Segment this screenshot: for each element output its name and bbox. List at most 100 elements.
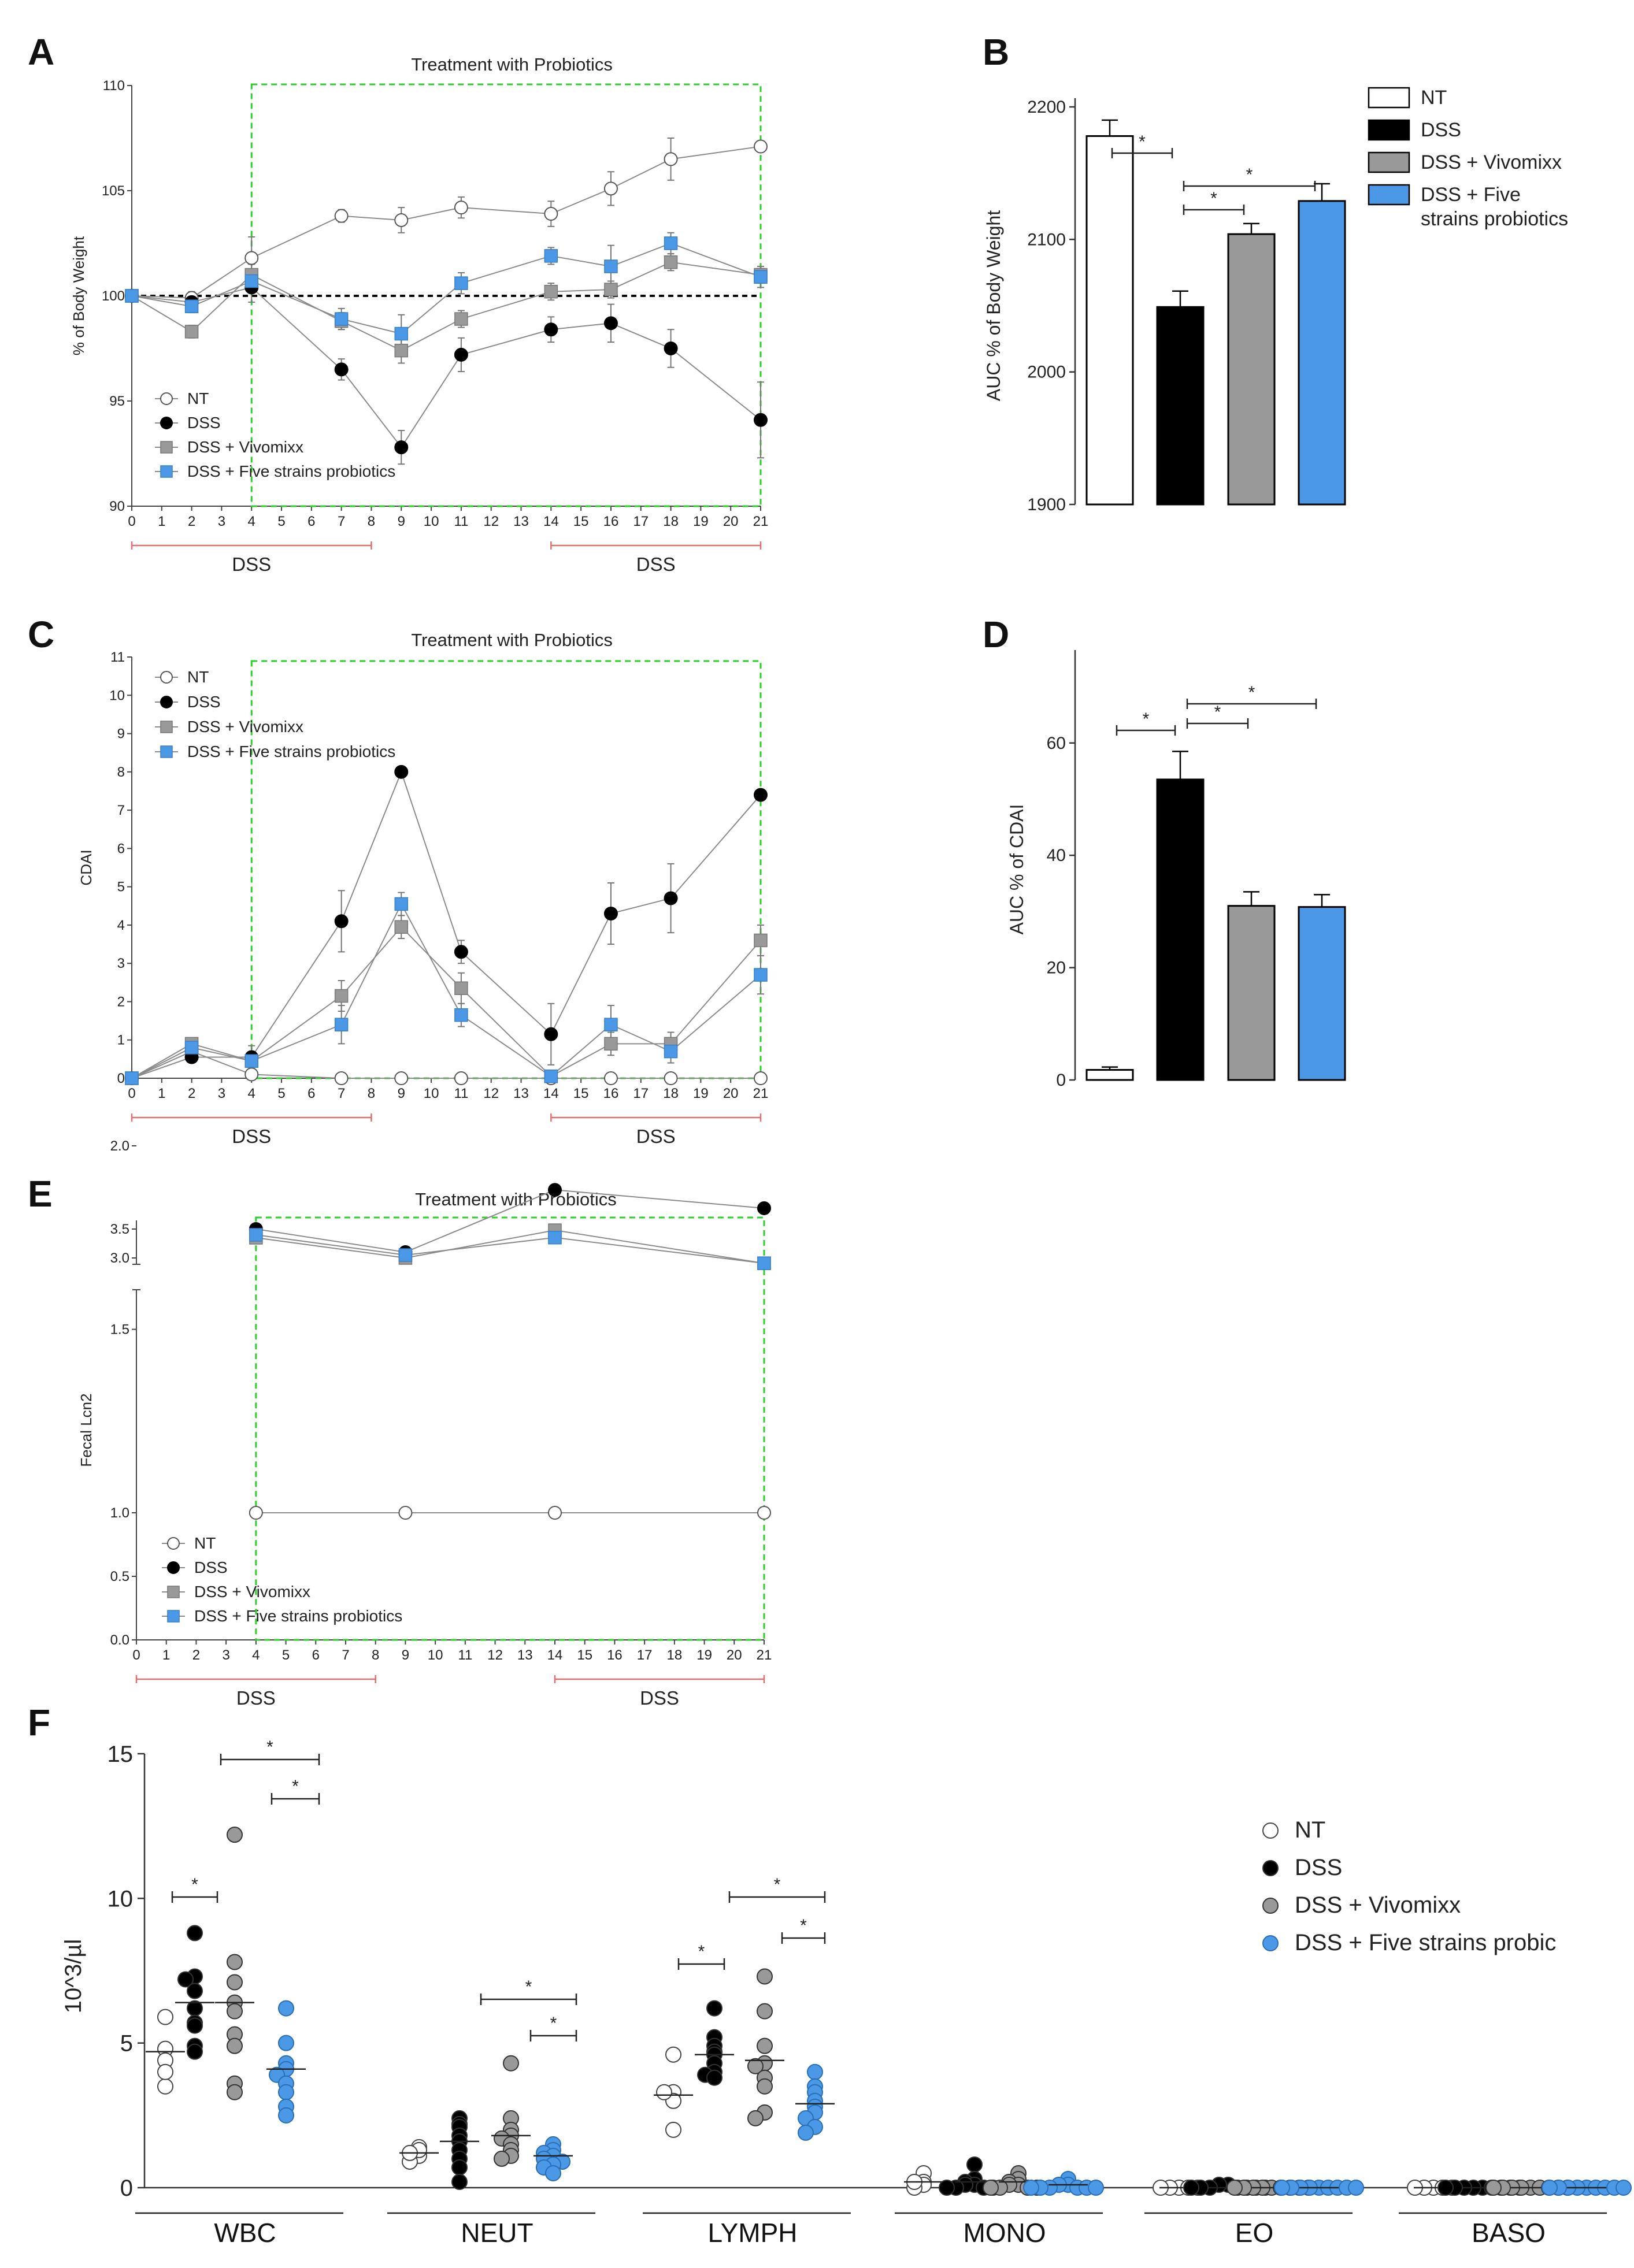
series-line	[131, 287, 761, 448]
significance-star: *	[1210, 189, 1217, 208]
series-line	[131, 146, 761, 299]
x-tick-label: 18	[663, 514, 679, 529]
data-point	[664, 236, 678, 250]
data-point	[278, 2035, 294, 2051]
data-point	[394, 213, 409, 227]
data-point	[1023, 2180, 1039, 2196]
x-tick-label: 11	[458, 1647, 472, 1663]
panel-title: Treatment with Probiotics	[411, 54, 613, 75]
data-point	[1088, 2180, 1104, 2196]
data-point	[754, 933, 768, 948]
legend-marker	[160, 696, 173, 708]
category-label: MONO	[963, 2218, 1046, 2248]
x-tick-label: 7	[338, 514, 345, 529]
x-tick-label: 20	[727, 1647, 742, 1663]
panel-label-c: C	[28, 614, 54, 655]
y-tick-label: 1	[117, 1033, 125, 1048]
data-point	[544, 284, 558, 299]
dss-period-label: DSS	[232, 554, 271, 575]
data-point	[1542, 2180, 1558, 2196]
data-point	[544, 249, 558, 263]
x-tick-label: 8	[368, 1086, 375, 1101]
y-tick-label: 100	[102, 288, 125, 304]
data-point	[249, 1228, 263, 1242]
panel-label-e: E	[28, 1173, 53, 1215]
data-point	[664, 255, 678, 269]
data-point	[757, 1968, 773, 1985]
x-tick-label: 10	[428, 1647, 443, 1663]
legend-label: DSS + Vivomixx	[1421, 151, 1562, 173]
significance-star: *	[1143, 710, 1150, 729]
y-tick-label: 40	[1047, 846, 1066, 865]
data-point	[394, 764, 409, 779]
panel-label-b: B	[983, 31, 1009, 73]
x-tick-label: 13	[513, 1086, 529, 1101]
legend-marker	[1262, 1898, 1279, 1914]
x-tick-label: 0	[128, 1086, 135, 1101]
treatment-window	[255, 1216, 765, 1641]
legend-marker	[1262, 1935, 1279, 1951]
legend-label: DSS	[1295, 1855, 1342, 1880]
data-point	[227, 1974, 243, 1991]
y-tick-label: 11	[110, 649, 125, 665]
x-tick-label: 10	[424, 514, 439, 529]
legend-label: DSS	[194, 1558, 228, 1576]
legend-label: DSS + Vivomixx	[1295, 1892, 1461, 1918]
significance-star: *	[1248, 683, 1255, 702]
data-point	[706, 2000, 722, 2017]
y-axis-label: AUC % of Body Weight	[983, 210, 1004, 401]
y-tick-label: 0.5	[110, 1569, 129, 1584]
data-point	[544, 207, 558, 221]
legend-label: DSS + Five strains probiotics	[194, 1607, 402, 1625]
data-point	[394, 440, 409, 455]
dss-period-label: DSS	[640, 1687, 679, 1709]
x-tick-label: 2	[188, 514, 195, 529]
data-point	[334, 989, 349, 1003]
y-tick-label: 60	[1047, 734, 1066, 753]
data-point	[227, 2084, 243, 2100]
panel-f: F 0 5 10 15 10^3/µl WBC NEUT LYMPH MONO EO BASO * * * *…	[28, 1702, 1632, 2248]
x-tick-label: 10	[424, 1086, 439, 1101]
x-tick-label: 0	[132, 1647, 140, 1663]
data-point	[454, 276, 468, 290]
panel-b: B 1900 2000 2100 2200 AUC % of Body Weight * * *…	[983, 31, 1568, 514]
data-point	[664, 891, 678, 905]
category-label: WBC	[214, 2218, 276, 2248]
x-tick-label: 17	[637, 1647, 653, 1663]
y-tick-label: 6	[117, 841, 125, 856]
data-point	[664, 1044, 678, 1059]
data-point	[394, 326, 409, 341]
data-point	[394, 897, 409, 911]
data-point	[603, 907, 618, 921]
data-point	[494, 2150, 510, 2167]
x-tick-label: 14	[547, 1647, 563, 1663]
x-tick-label: 15	[577, 1647, 592, 1663]
data-point	[757, 1256, 771, 1270]
data-point	[548, 1183, 562, 1197]
series-line	[131, 261, 761, 351]
legend-swatch	[1368, 184, 1410, 206]
data-point	[334, 1071, 349, 1085]
y-tick-label: 90	[109, 499, 125, 514]
x-tick-label: 6	[307, 1086, 315, 1101]
x-tick-label: 19	[693, 1086, 709, 1101]
data-point	[187, 2017, 203, 2034]
legend-label: DSS	[187, 693, 221, 711]
x-tick-label: 20	[723, 514, 739, 529]
x-tick-label: 15	[573, 514, 589, 529]
data-point	[939, 2180, 955, 2196]
data-point	[454, 312, 468, 326]
y-tick-label: 1900	[1027, 495, 1066, 514]
y-tick-label: 0	[120, 2176, 133, 2201]
panel-e: E Treatment with Probiotics0.00.51.01.52.…	[28, 1138, 772, 1709]
dss-period-label: DSS	[636, 554, 676, 575]
series-line	[131, 1051, 761, 1079]
x-tick-label: 4	[248, 1086, 255, 1101]
x-tick-label: 20	[723, 1086, 739, 1101]
data-point	[603, 316, 618, 331]
series-line	[131, 770, 761, 1079]
y-tick-label: 5	[117, 879, 125, 895]
legend-label: NT	[187, 668, 209, 686]
x-tick-label: 6	[307, 514, 315, 529]
legend-swatch	[1368, 119, 1410, 141]
